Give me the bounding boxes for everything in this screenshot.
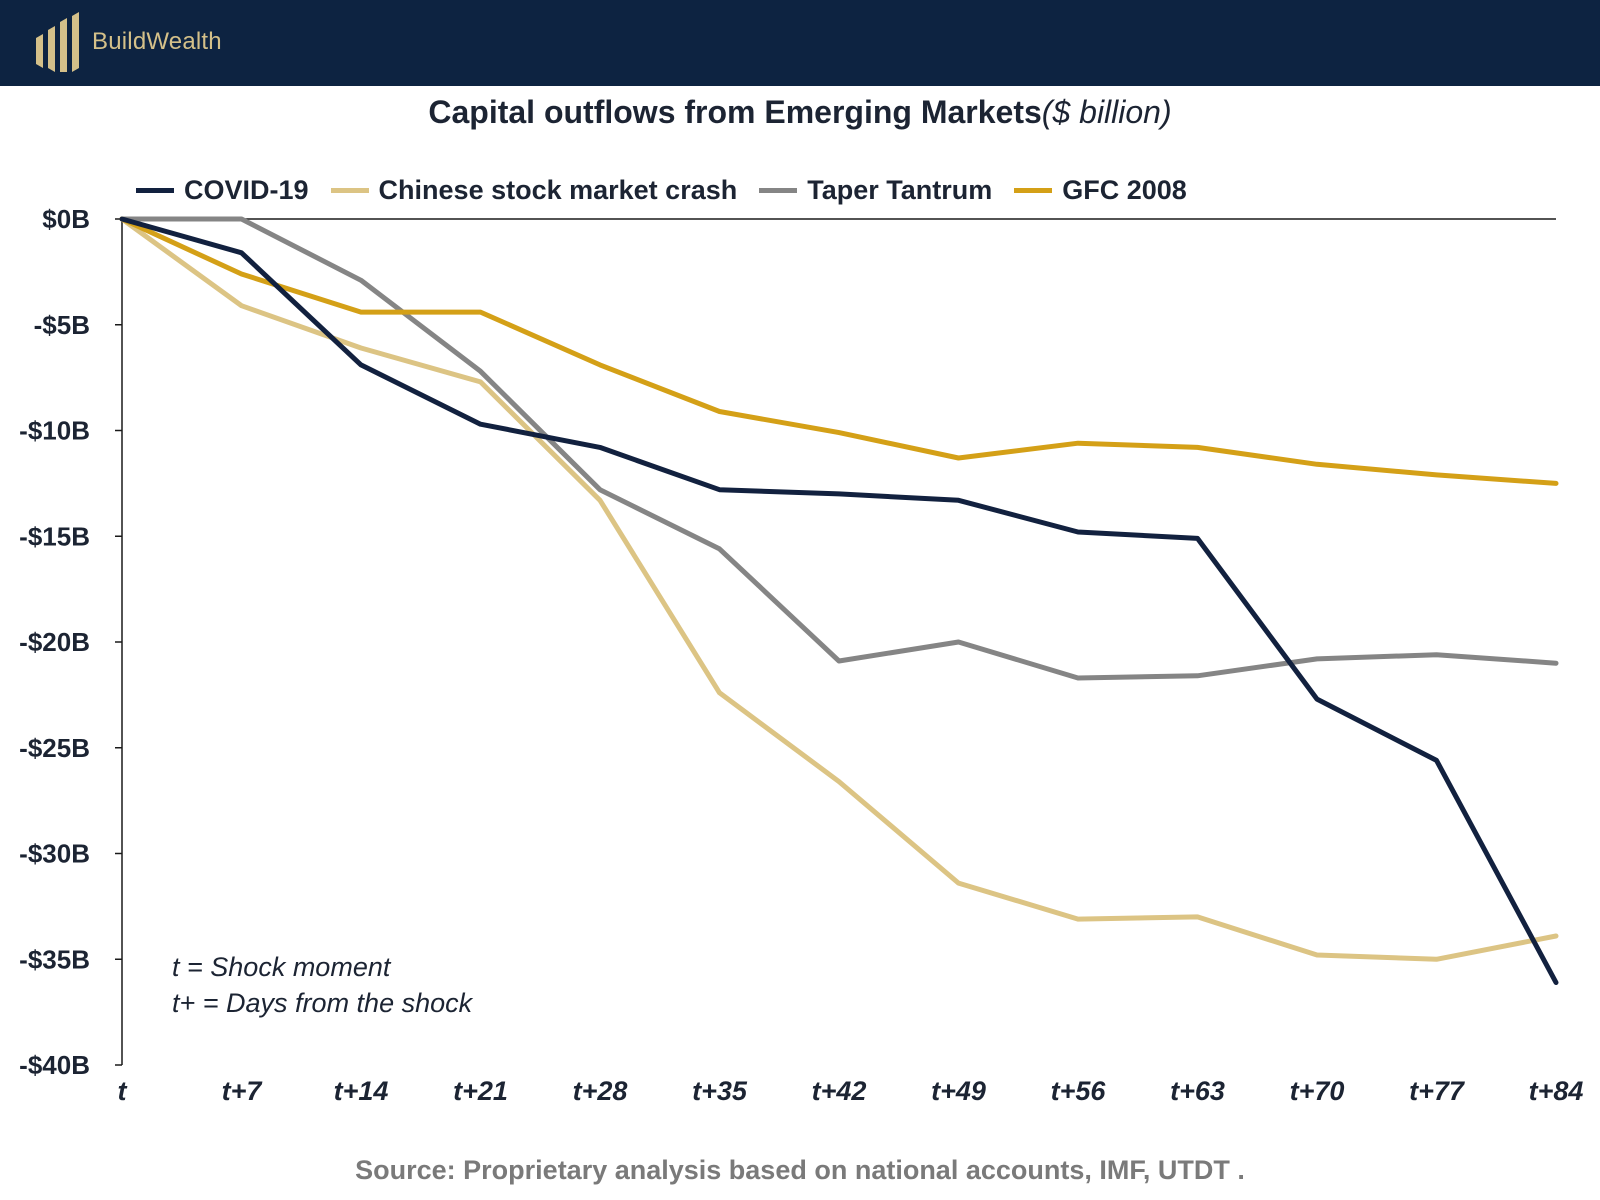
legend-swatch <box>136 187 174 193</box>
x-tick-label: t+49 <box>931 1076 986 1106</box>
x-tick-label: t+7 <box>222 1076 264 1106</box>
x-tick-label: t+63 <box>1170 1076 1225 1106</box>
y-tick-label: -$5B <box>34 310 90 340</box>
brand-name: BuildWealth <box>92 28 222 55</box>
series-line-covid-19 <box>119 216 1559 985</box>
source-note: Source: Proprietary analysis based on na… <box>355 1155 1245 1185</box>
x-tick-label: t+21 <box>453 1076 508 1106</box>
bar-logo-icon <box>36 12 79 72</box>
legend-label: COVID-19 <box>184 174 309 205</box>
x-tick-label: t+42 <box>812 1076 867 1106</box>
legend-swatch <box>1014 187 1053 193</box>
y-tick-label: -$35B <box>19 944 90 974</box>
legend-item: Chinese stock market crash <box>330 174 738 206</box>
y-tick-label: -$25B <box>19 733 90 763</box>
x-tick-label: t+28 <box>573 1076 628 1106</box>
y-tick-label: -$10B <box>19 416 90 446</box>
brand-header: BuildWealth <box>0 0 1600 86</box>
chart-title-unit: ($ billion) <box>1041 94 1172 130</box>
x-tick-label: t+70 <box>1290 1076 1345 1106</box>
y-tick-label: -$40B <box>19 1050 90 1080</box>
y-tick-label: -$30B <box>19 839 90 869</box>
y-tick-label: -$20B <box>19 627 90 657</box>
x-tick-label: t+77 <box>1409 1076 1466 1106</box>
legend-label: Chinese stock market crash <box>378 174 738 205</box>
legend-item: Taper Tantrum <box>759 175 992 206</box>
note-days-from-shock: t+ = Days from the shock <box>172 988 473 1018</box>
y-tick-label: -$15B <box>19 521 90 551</box>
x-tick-label: t <box>118 1076 128 1106</box>
x-tick-label: t+56 <box>1051 1076 1107 1106</box>
legend-label: GFC 2008 <box>1062 174 1187 205</box>
series-line-gfc-2008 <box>119 216 1559 486</box>
chart-legend: COVID-19 Chinese stock market crash Taper … <box>136 170 1187 210</box>
legend-label: Taper Tantrum <box>807 174 993 205</box>
y-tick-label: $0B <box>42 204 90 234</box>
chart-title-text: Capital outflows from Emerging Markets <box>428 94 1042 130</box>
x-tick-label: t+14 <box>334 1076 389 1106</box>
legend-item: COVID-19 <box>136 175 309 206</box>
x-tick-label: t+84 <box>1529 1076 1584 1106</box>
series-line-chinese-stock-market-crash <box>119 216 1559 962</box>
series-line-taper-tantrum <box>119 216 1559 681</box>
legend-item: GFC 2008 <box>1014 175 1187 206</box>
chart-title: Capital outflows from Emerging Markets($… <box>0 94 1600 131</box>
note-shock-moment: t = Shock moment <box>172 952 391 982</box>
legend-swatch <box>330 187 369 193</box>
legend-swatch <box>759 187 798 193</box>
x-tick-label: t+35 <box>692 1076 748 1106</box>
